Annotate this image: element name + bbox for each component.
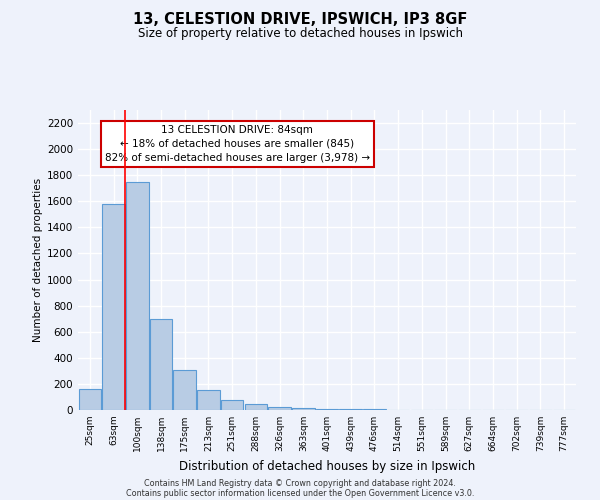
Y-axis label: Number of detached properties: Number of detached properties — [33, 178, 43, 342]
Text: Contains HM Land Registry data © Crown copyright and database right 2024.: Contains HM Land Registry data © Crown c… — [144, 478, 456, 488]
Bar — [197, 390, 220, 410]
Bar — [79, 389, 101, 410]
Text: 13 CELESTION DRIVE: 84sqm
← 18% of detached houses are smaller (845)
82% of semi: 13 CELESTION DRIVE: 84sqm ← 18% of detac… — [105, 125, 370, 163]
X-axis label: Distribution of detached houses by size in Ipswich: Distribution of detached houses by size … — [179, 460, 475, 472]
Text: Size of property relative to detached houses in Ipswich: Size of property relative to detached ho… — [137, 28, 463, 40]
Bar — [103, 204, 125, 410]
Bar — [292, 408, 314, 410]
Text: 13, CELESTION DRIVE, IPSWICH, IP3 8GF: 13, CELESTION DRIVE, IPSWICH, IP3 8GF — [133, 12, 467, 28]
Text: Contains public sector information licensed under the Open Government Licence v3: Contains public sector information licen… — [126, 488, 474, 498]
Bar — [316, 408, 338, 410]
Bar — [173, 370, 196, 410]
Bar — [150, 318, 172, 410]
Bar — [245, 404, 267, 410]
Bar — [126, 182, 149, 410]
Bar — [268, 406, 291, 410]
Bar — [221, 400, 244, 410]
